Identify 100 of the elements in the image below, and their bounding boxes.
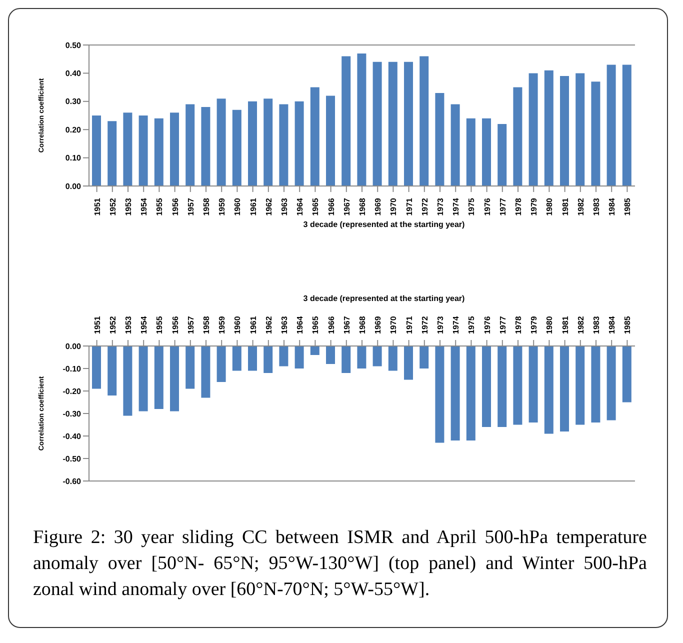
bar [482, 118, 491, 186]
bar [310, 87, 320, 186]
x-tick-label: 1967 [342, 316, 352, 334]
x-tick-label: 1973 [436, 197, 445, 216]
x-tick-label: 1982 [576, 197, 586, 216]
x-tick-label: 1978 [514, 316, 523, 334]
y-tick-label: 0.00 [65, 342, 82, 351]
x-tick-label: 1951 [92, 197, 102, 216]
y-tick-label: -0.20 [62, 386, 82, 396]
bar [420, 56, 429, 186]
caption: Figure 2: 30 year sliding CC between ISMR and April 500-hPa temperature anomaly over [50°N- 65°N; 95°W-130°W] (top panel) and Winter 500-hPa zonal wind anomaly over [60°N-70°N; 5°W-55°W]. [32, 526, 648, 602]
bar [294, 101, 304, 186]
x-tick-label: 1969 [374, 197, 383, 216]
x-tick-label: 1979 [530, 316, 539, 334]
x-tick-label: 1971 [404, 316, 414, 334]
x-tick-label: 1978 [514, 197, 523, 216]
x-tick-label: 1954 [140, 316, 149, 334]
x-tick-label: 1981 [560, 197, 570, 216]
x-tick-label: 1960 [233, 316, 242, 334]
x-tick-label: 1960 [233, 197, 242, 216]
y-tick-label: -0.30 [62, 409, 82, 418]
x-tick-label: 1984 [608, 197, 617, 216]
x-tick-label: 1977 [498, 316, 508, 334]
x-tick-label: 1956 [170, 316, 180, 334]
x-tick-label: 1974 [452, 316, 461, 334]
bar [232, 110, 242, 186]
x-tick-label: 1980 [545, 316, 554, 334]
x-tick-label: 1954 [140, 197, 149, 216]
x-tick-label: 1981 [560, 316, 570, 334]
bar [372, 62, 382, 186]
x-tick-label: 1968 [358, 316, 367, 334]
x-tick-label: 1965 [311, 316, 320, 334]
x-tick-label: 1969 [374, 316, 383, 334]
x-tick-label: 1963 [280, 316, 289, 334]
x-tick-label: 1985 [623, 197, 632, 216]
bar [216, 98, 226, 186]
y-tick-label: 0.50 [65, 40, 82, 50]
bar [388, 62, 398, 186]
bar [342, 56, 351, 186]
x-tick-label: 1952 [108, 197, 118, 216]
x-tick-label: 1977 [498, 197, 508, 216]
y-tick-label: 0.10 [65, 154, 82, 163]
x-tick-label: 1980 [545, 197, 554, 216]
x-tick-label: 1975 [467, 197, 476, 216]
bar [186, 104, 195, 186]
bar [108, 121, 117, 186]
x-tick-label: 1973 [436, 316, 445, 334]
x-tick-label: 1985 [623, 316, 632, 334]
bar [201, 107, 210, 186]
x-tick-label: 1957 [186, 316, 196, 334]
y-tick-label: -0.60 [62, 476, 82, 486]
bar [591, 82, 600, 186]
y-tick-label: -0.10 [62, 364, 82, 374]
bar [528, 73, 538, 186]
x-tick-label: 1953 [124, 197, 133, 216]
x-tick-label: 1964 [296, 197, 305, 216]
bar [154, 118, 164, 186]
bar [466, 118, 476, 186]
x-tick-label: 1975 [467, 316, 476, 334]
bar [513, 87, 522, 186]
x-tick-label: 1968 [358, 197, 367, 216]
x-tick-label: 1957 [186, 197, 196, 216]
x-tick-label: 1966 [326, 316, 336, 334]
y-tick-label: -0.50 [62, 454, 82, 464]
x-tick-label: 1971 [404, 197, 414, 216]
bar [248, 101, 257, 186]
x-tick-label: 1955 [155, 316, 164, 334]
x-tick-label: 1974 [452, 197, 461, 216]
bar [576, 73, 585, 186]
x-tick-label: 1976 [482, 316, 492, 334]
bar [435, 92, 444, 186]
y-tick-label: 0.40 [65, 69, 82, 78]
bar [498, 124, 507, 186]
x-axis-title: 3 decade (represented at the starting year) [302, 294, 466, 303]
x-tick-label: 1951 [92, 316, 102, 334]
bar [622, 64, 632, 186]
x-tick-label: 1967 [342, 197, 352, 216]
bar [92, 116, 101, 186]
bar [123, 112, 132, 186]
bar [357, 53, 366, 186]
bar [170, 112, 179, 186]
x-tick-label: 1959 [218, 316, 227, 334]
x-tick-label: 1970 [389, 197, 398, 216]
bar [560, 76, 569, 186]
bar [404, 62, 413, 186]
x-tick-label: 1961 [248, 316, 258, 334]
x-tick-label: 1976 [482, 197, 492, 216]
x-tick-label: 1959 [218, 197, 227, 216]
x-tick-label: 1984 [608, 316, 617, 334]
x-tick-label: 1953 [124, 316, 133, 334]
x-tick-label: 1958 [202, 316, 211, 334]
y-tick-label: 0.00 [65, 182, 82, 191]
x-tick-label: 1962 [264, 197, 274, 216]
y-tick-label: 0.20 [65, 125, 82, 134]
bar [544, 70, 554, 186]
bar [138, 116, 148, 186]
x-tick-label: 1972 [420, 197, 430, 216]
x-tick-label: 1982 [576, 316, 586, 334]
x-tick-label: 1958 [202, 197, 211, 216]
bar [279, 104, 288, 186]
